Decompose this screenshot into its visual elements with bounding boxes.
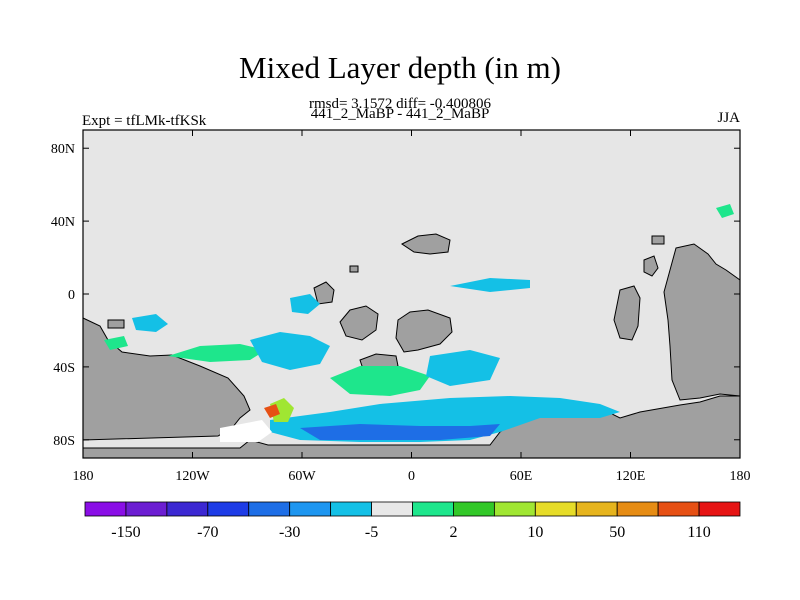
colorbar: -150 -70 -30 -5 2 10 50 110 (85, 502, 740, 541)
colorbar-swatch (453, 502, 494, 516)
colorbar-swatch (167, 502, 208, 516)
colorbar-swatch (290, 502, 331, 516)
x-tick-label: 120W (175, 469, 210, 484)
map-area: 180 120W 60W 0 60E 120E 180 80N 40N 0 40S 80S (51, 130, 751, 484)
y-tick-label: 40N (51, 215, 75, 230)
colorbar-swatch (699, 502, 740, 516)
colorbar-swatch (576, 502, 617, 516)
colorbar-label: 50 (609, 524, 625, 541)
colorbar-label: 110 (687, 524, 710, 541)
colorbar-label: -150 (111, 524, 140, 541)
colorbar-swatch (249, 502, 290, 516)
colorbar-label: 10 (527, 524, 543, 541)
colorbar-swatch (494, 502, 535, 516)
land-island-6 (350, 266, 358, 272)
colorbar-label: -30 (279, 524, 300, 541)
colorbar-swatch (658, 502, 699, 516)
x-tick-label: 180 (73, 469, 94, 484)
colorbar-swatch (331, 502, 372, 516)
colorbar-swatch (208, 502, 249, 516)
land-island-5 (652, 236, 664, 244)
y-tick-label: 80S (53, 434, 75, 449)
x-tick-label: 60W (288, 469, 316, 484)
colorbar-swatch (535, 502, 576, 516)
x-tick-label: 180 (730, 469, 751, 484)
colorbar-label: 2 (449, 524, 457, 541)
colorbar-swatch (372, 502, 413, 516)
x-tick-label: 120E (616, 469, 646, 484)
colorbar-swatch (617, 502, 658, 516)
y-tick-label: 80N (51, 142, 75, 157)
x-tick-label: 0 (408, 469, 415, 484)
y-tick-label: 40S (53, 361, 75, 376)
colorbar-label: -5 (365, 524, 378, 541)
x-tick-label: 60E (510, 469, 533, 484)
colorbar-label: -70 (197, 524, 218, 541)
colorbar-swatch (413, 502, 454, 516)
y-tick-label: 0 (68, 288, 75, 303)
colorbar-swatch (126, 502, 167, 516)
colorbar-swatch (85, 502, 126, 516)
land-island-7 (108, 320, 124, 328)
